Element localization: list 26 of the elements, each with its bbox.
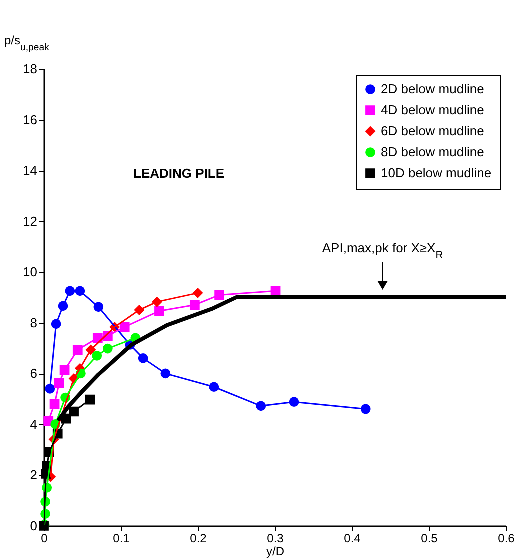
legend-label: 2D below mudline xyxy=(381,82,484,96)
y-tick-label: 4 xyxy=(30,416,38,432)
x-tick-label: 0.6 xyxy=(498,532,516,546)
y-tick-label: 6 xyxy=(30,366,38,382)
x-axis-title: y/D xyxy=(266,544,285,558)
y-tick-label: 18 xyxy=(23,62,38,76)
x-tick-label: 0.3 xyxy=(267,532,284,546)
y-axis-title: p/s$_{u,peak}$ xyxy=(4,34,50,53)
x-tick-label: 0.4 xyxy=(344,532,362,546)
x-tick-label: 0.1 xyxy=(113,532,130,546)
annotation: LEADING PILE xyxy=(133,166,225,181)
y-tick-label: 2 xyxy=(30,468,38,483)
legend-label: 4D below mudline xyxy=(381,102,484,118)
x-tick-label: 0.2 xyxy=(190,532,208,546)
y-tick-label: 14 xyxy=(23,163,38,178)
y-tick-label: 12 xyxy=(23,214,38,229)
y-tick-label: 0 xyxy=(30,518,38,534)
y-tick-label: 8 xyxy=(30,315,38,330)
y-tick-label: 16 xyxy=(23,112,38,128)
x-tick-label: 0.5 xyxy=(421,532,438,546)
annotation: API,max,pk for X≥X$_{R}$ xyxy=(322,240,444,261)
legend-label: 8D below mudline xyxy=(381,144,484,160)
legend-label: 6D below mudline xyxy=(381,124,484,138)
x-tick-label: 0 xyxy=(41,532,48,546)
y-tick-label: 10 xyxy=(23,264,38,280)
legend-label: 10D below mudline xyxy=(381,166,492,180)
